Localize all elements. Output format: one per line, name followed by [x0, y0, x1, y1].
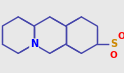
Text: S: S [110, 39, 117, 49]
Text: O: O [110, 51, 117, 60]
Text: O: O [118, 32, 124, 41]
Text: N: N [30, 39, 38, 49]
